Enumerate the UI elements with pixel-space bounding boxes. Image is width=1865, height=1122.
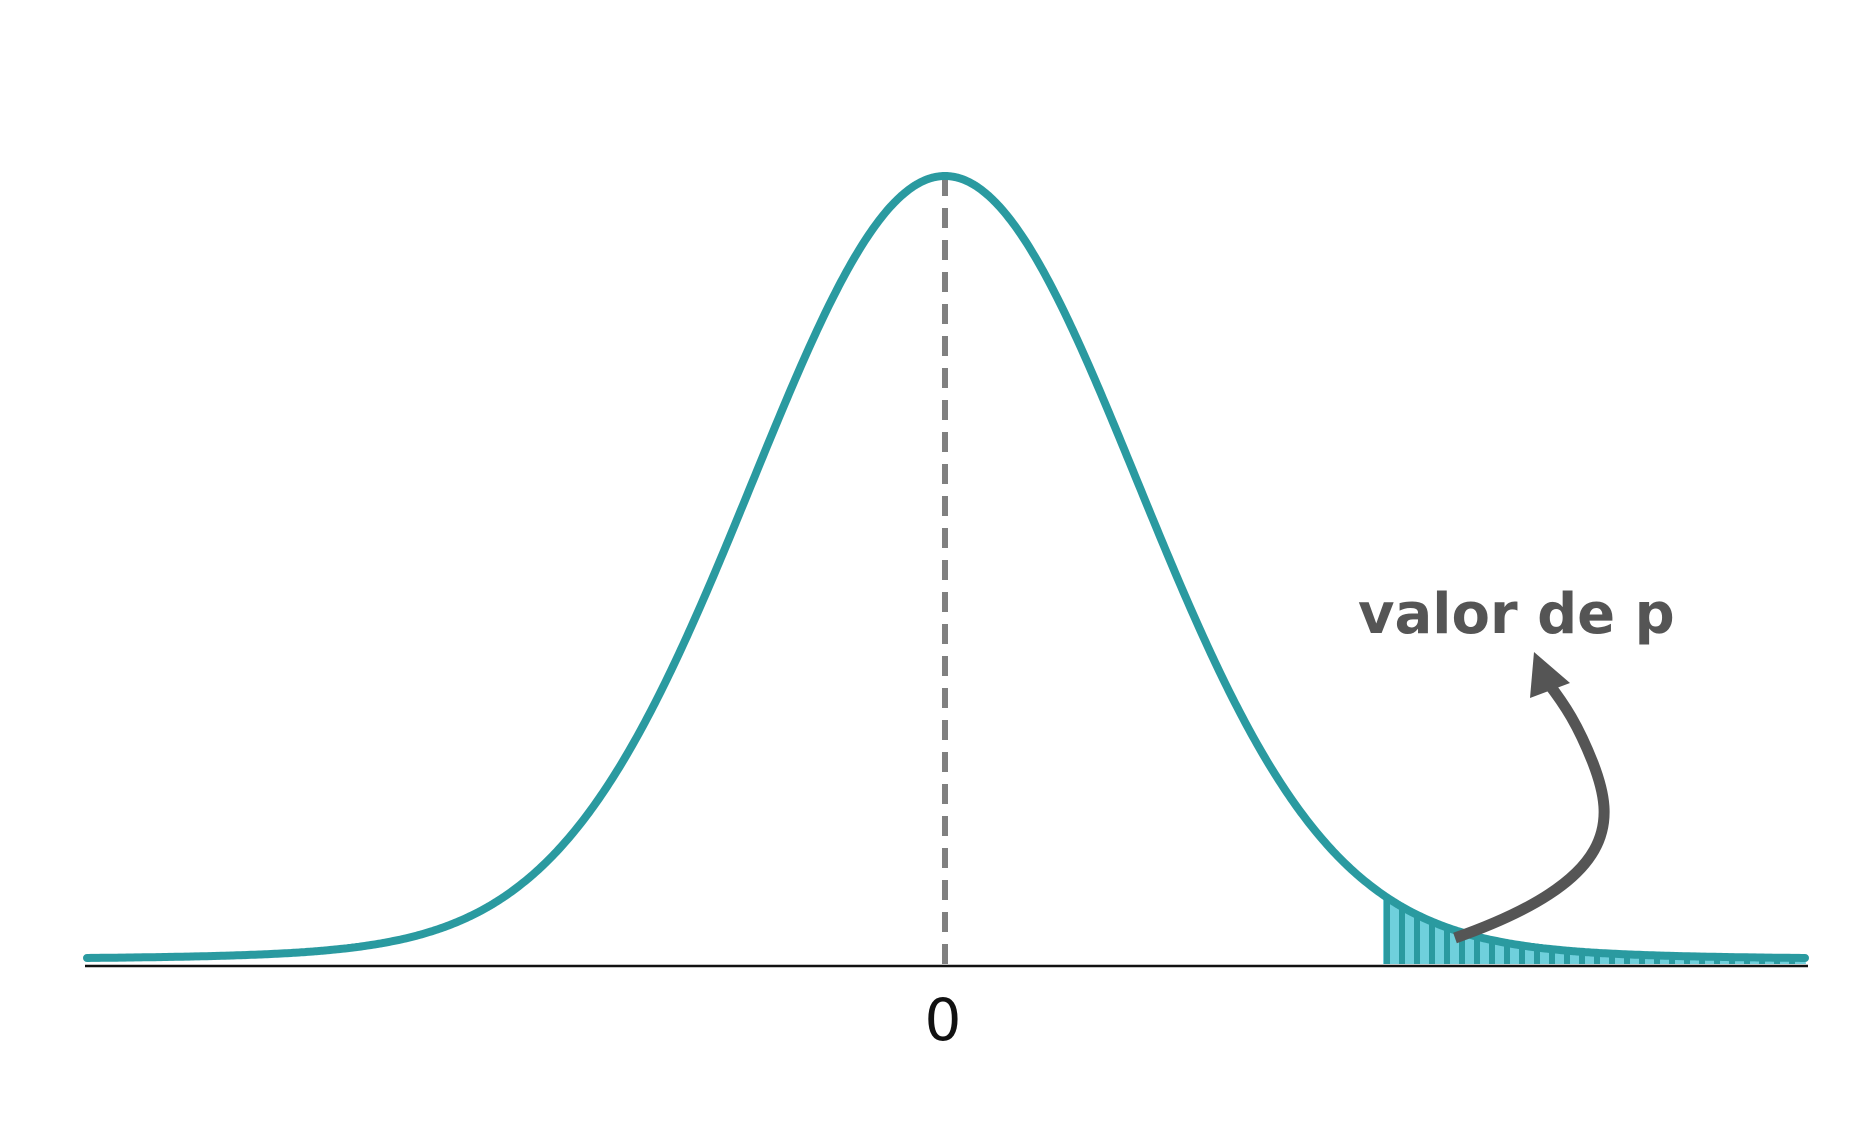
- arrow-shaft: [1453, 679, 1610, 944]
- arrow-head-icon: [1530, 652, 1570, 698]
- p-value-label: valor de p: [1358, 582, 1675, 647]
- normal-distribution-curve: [83, 172, 1809, 962]
- tail-area-fill: [1383, 894, 1806, 964]
- annotation-arrow: [1453, 652, 1610, 944]
- center-value-label: 0: [925, 986, 962, 1054]
